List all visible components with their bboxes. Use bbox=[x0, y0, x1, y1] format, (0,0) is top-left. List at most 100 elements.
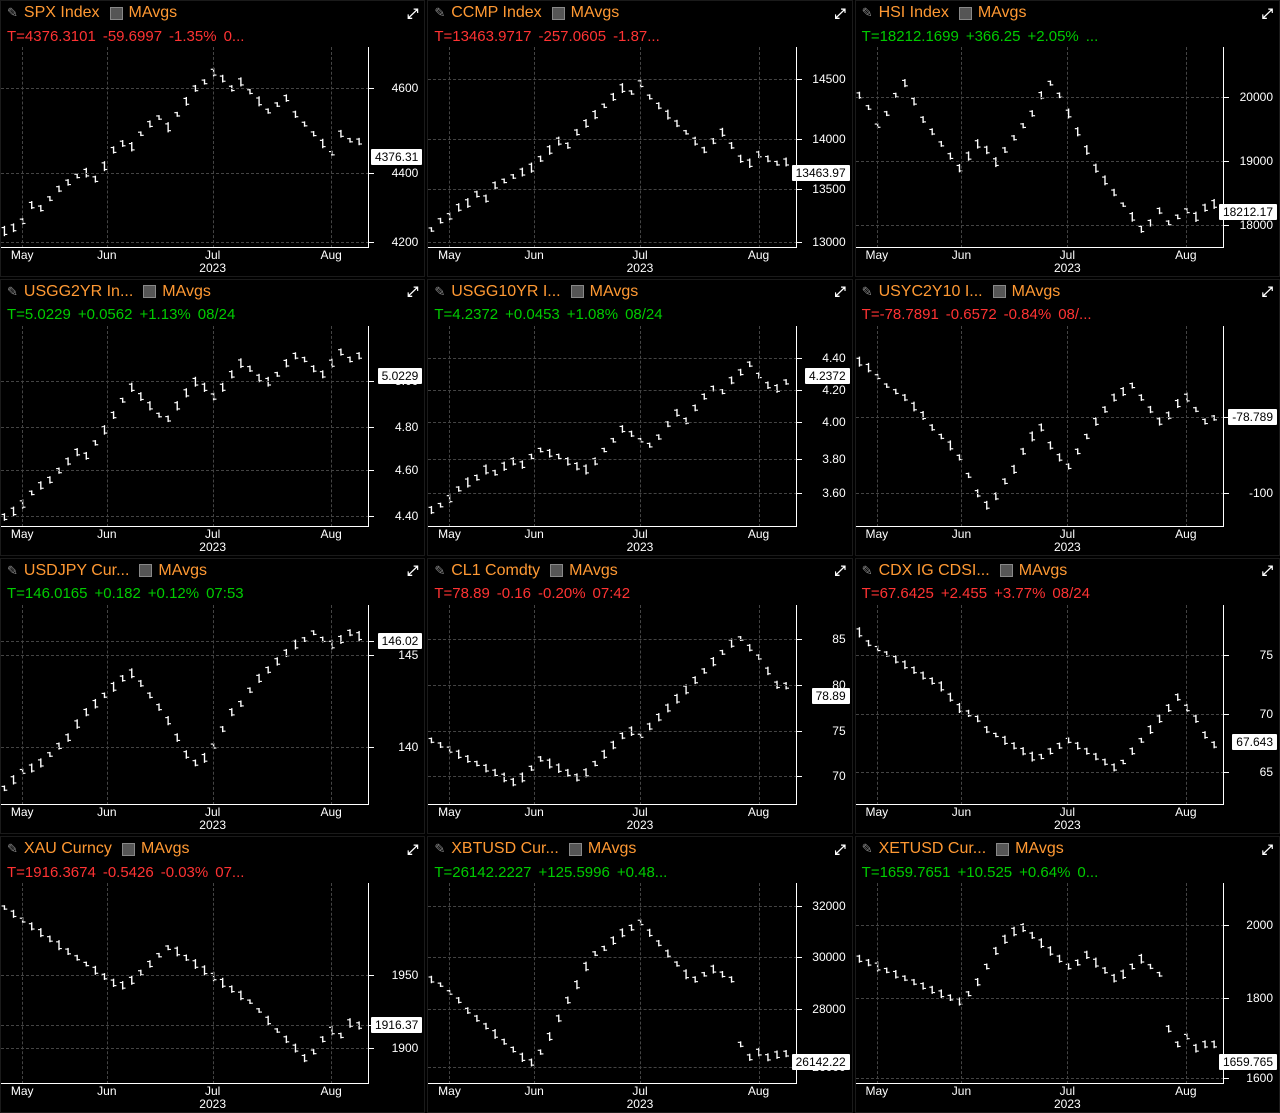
mavgs-checkbox[interactable] bbox=[143, 285, 156, 298]
panel-stats: T=26142.2227+125.5996+0.48... bbox=[428, 861, 851, 883]
mavgs-checkbox[interactable] bbox=[569, 843, 582, 856]
ticker-label[interactable]: HSI Index bbox=[879, 4, 949, 22]
stat-value: 07:53 bbox=[206, 585, 244, 602]
ticker-label[interactable]: USYC2Y10 I... bbox=[879, 283, 983, 301]
chart-area[interactable]: 4.404.204.003.803.60MayJunJulAug20234.23… bbox=[428, 326, 851, 555]
stat-value: +1.08% bbox=[567, 306, 618, 323]
pencil-icon[interactable]: ✎ bbox=[862, 5, 873, 21]
mavgs-checkbox[interactable] bbox=[110, 7, 123, 20]
stat-value: +0.48... bbox=[617, 864, 667, 881]
mavgs-label[interactable]: MAvgs bbox=[141, 840, 190, 858]
x-axis-label: May bbox=[865, 1084, 888, 1098]
mavgs-checkbox[interactable] bbox=[1000, 564, 1013, 577]
x-axis-label: Aug bbox=[1175, 248, 1196, 262]
expand-icon[interactable]: ⤢ bbox=[1262, 562, 1273, 579]
stat-value: +10.525 bbox=[957, 864, 1012, 881]
panel-stats: T=-78.7891-0.6572-0.84%08/... bbox=[856, 304, 1279, 326]
x-axis-label: Jun bbox=[97, 248, 116, 262]
panel-stats: T=18212.1699+366.25+2.05%... bbox=[856, 25, 1279, 47]
mavgs-checkbox[interactable] bbox=[550, 564, 563, 577]
chart-area[interactable]: 5.004.804.604.40MayJunJulAug20235.0229 bbox=[1, 326, 424, 555]
expand-icon[interactable]: ⤢ bbox=[834, 841, 845, 858]
stat-value: T=1916.3674 bbox=[7, 864, 96, 881]
ticker-label[interactable]: XAU Curncy bbox=[24, 840, 112, 858]
ticker-label[interactable]: XETUSD Cur... bbox=[879, 840, 987, 858]
pencil-icon[interactable]: ✎ bbox=[7, 284, 18, 300]
mavgs-label[interactable]: MAvgs bbox=[588, 840, 637, 858]
x-axis-label: Jul bbox=[205, 527, 220, 541]
expand-icon[interactable]: ⤢ bbox=[834, 283, 845, 300]
panel-header: ✎ USGG2YR In... MAvgs ⤢ bbox=[1, 280, 424, 304]
ticker-label[interactable]: CDX IG CDSI... bbox=[879, 562, 990, 580]
mavgs-label[interactable]: MAvgs bbox=[590, 283, 639, 301]
expand-icon[interactable]: ⤢ bbox=[1262, 5, 1273, 22]
mavgs-label[interactable]: MAvgs bbox=[129, 4, 178, 22]
mavgs-label[interactable]: MAvgs bbox=[571, 4, 620, 22]
y-axis-label: 75 bbox=[832, 724, 845, 738]
chart-panel: ✎CDX IG CDSI...MAvgs⤢T=67.6425+2.455+3.7… bbox=[855, 558, 1280, 835]
ticker-label[interactable]: USGG10YR I... bbox=[451, 283, 560, 301]
pencil-icon[interactable]: ✎ bbox=[862, 563, 873, 579]
x-axis-label: Jun bbox=[952, 527, 971, 541]
chart-area[interactable]: 146.02145140MayJunJulAug2023146.02 bbox=[1, 605, 424, 834]
chart-area[interactable]: 19501916.371900MayJunJulAug20231916.37 bbox=[1, 883, 424, 1112]
x-axis-year: 2023 bbox=[199, 818, 226, 832]
pencil-icon[interactable]: ✎ bbox=[434, 563, 445, 579]
mavgs-checkbox[interactable] bbox=[552, 7, 565, 20]
stat-value: T=4.2372 bbox=[434, 306, 498, 323]
pencil-icon[interactable]: ✎ bbox=[862, 841, 873, 857]
chart-area[interactable]: 200001900018000MayJunJulAug202318212.17 bbox=[856, 47, 1279, 276]
pencil-icon[interactable]: ✎ bbox=[862, 284, 873, 300]
chart-area[interactable]: 200018001600MayJunJulAug20231659.765 bbox=[856, 883, 1279, 1112]
expand-icon[interactable]: ⤢ bbox=[407, 562, 418, 579]
pencil-icon[interactable]: ✎ bbox=[434, 5, 445, 21]
expand-icon[interactable]: ⤢ bbox=[834, 5, 845, 22]
mavgs-checkbox[interactable] bbox=[959, 7, 972, 20]
y-axis-label: 32000 bbox=[812, 899, 845, 913]
mavgs-checkbox[interactable] bbox=[139, 564, 152, 577]
mavgs-label[interactable]: MAvgs bbox=[162, 283, 211, 301]
chart-area[interactable]: 32000300002800026000MayJunJulAug20232614… bbox=[428, 883, 851, 1112]
chart-area[interactable]: 85807570MayJunJulAug202378.89 bbox=[428, 605, 851, 834]
x-axis-label: Jul bbox=[632, 1084, 647, 1098]
expand-icon[interactable]: ⤢ bbox=[834, 562, 845, 579]
expand-icon[interactable]: ⤢ bbox=[1262, 283, 1273, 300]
ticker-label[interactable]: CCMP Index bbox=[451, 4, 541, 22]
mavgs-label[interactable]: MAvgs bbox=[1019, 562, 1068, 580]
ticker-label[interactable]: CL1 Comdty bbox=[451, 562, 540, 580]
mavgs-label[interactable]: MAvgs bbox=[1012, 283, 1061, 301]
stat-value: T=26142.2227 bbox=[434, 864, 531, 881]
chart-area[interactable]: 460044004200MayJunJulAug20234376.31 bbox=[1, 47, 424, 276]
ticker-label[interactable]: XBTUSD Cur... bbox=[451, 840, 559, 858]
current-price-tag: 26142.22 bbox=[792, 1054, 850, 1070]
pencil-icon[interactable]: ✎ bbox=[434, 841, 445, 857]
x-axis-label: Aug bbox=[748, 1084, 769, 1098]
ticker-label[interactable]: USGG2YR In... bbox=[24, 283, 133, 301]
ticker-label[interactable]: USDJPY Cur... bbox=[24, 562, 130, 580]
pencil-icon[interactable]: ✎ bbox=[7, 563, 18, 579]
pencil-icon[interactable]: ✎ bbox=[7, 5, 18, 21]
mavgs-checkbox[interactable] bbox=[122, 843, 135, 856]
mavgs-label[interactable]: MAvgs bbox=[978, 4, 1027, 22]
stat-value: +0.64% bbox=[1019, 864, 1070, 881]
x-axis-label: May bbox=[865, 248, 888, 262]
expand-icon[interactable]: ⤢ bbox=[407, 841, 418, 858]
mavgs-label[interactable]: MAvgs bbox=[158, 562, 207, 580]
stat-value: 07:42 bbox=[593, 585, 631, 602]
chart-area[interactable]: 14500140001350013000MayJunJulAug20231346… bbox=[428, 47, 851, 276]
mavgs-checkbox[interactable] bbox=[996, 843, 1009, 856]
ticker-label[interactable]: SPX Index bbox=[24, 4, 100, 22]
chart-area[interactable]: -78.789-100MayJunJulAug2023-78.789 bbox=[856, 326, 1279, 555]
mavgs-checkbox[interactable] bbox=[571, 285, 584, 298]
pencil-icon[interactable]: ✎ bbox=[7, 841, 18, 857]
chart-area[interactable]: 757065MayJunJulAug202367.643 bbox=[856, 605, 1279, 834]
mavgs-label[interactable]: MAvgs bbox=[569, 562, 618, 580]
expand-icon[interactable]: ⤢ bbox=[407, 283, 418, 300]
expand-icon[interactable]: ⤢ bbox=[1262, 841, 1273, 858]
pencil-icon[interactable]: ✎ bbox=[434, 284, 445, 300]
panel-header: ✎ USGG10YR I... MAvgs ⤢ bbox=[428, 280, 851, 304]
mavgs-checkbox[interactable] bbox=[993, 285, 1006, 298]
expand-icon[interactable]: ⤢ bbox=[407, 5, 418, 22]
x-axis-label: Aug bbox=[748, 527, 769, 541]
mavgs-label[interactable]: MAvgs bbox=[1015, 840, 1064, 858]
